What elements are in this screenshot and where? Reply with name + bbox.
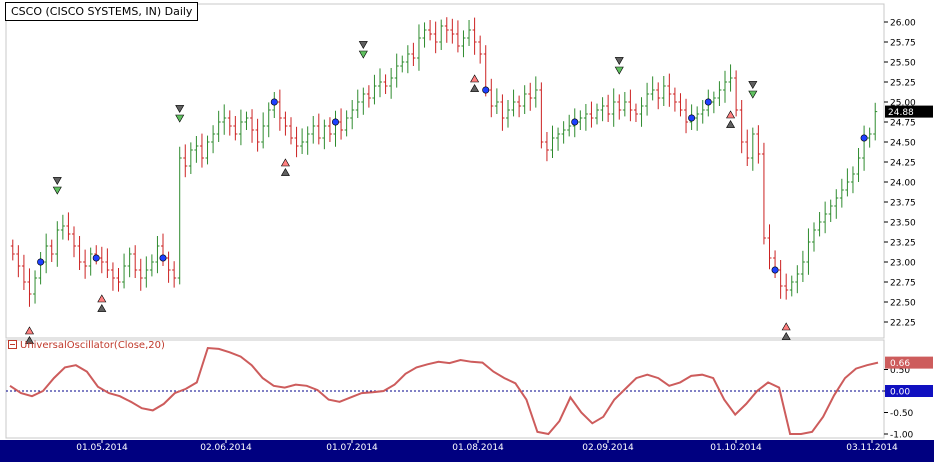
collapse-icon[interactable] (8, 339, 17, 349)
osc-tick-label: -0.50 (890, 409, 914, 419)
chart-title: CSCO (CISCO SYSTEMS, IN) Daily (5, 2, 199, 21)
signal-down-gray (358, 41, 368, 50)
oscillator-axis: 0.500.00-0.50-1.000.000.66 (884, 356, 933, 441)
date-tick-label: 02.09.2014 (582, 443, 634, 453)
signal-circle (704, 98, 712, 106)
signal-down-green (614, 66, 624, 75)
signal-circle (37, 258, 45, 266)
price-gridlines (5, 3, 885, 339)
signal-up-gray (24, 335, 34, 344)
oscillator-line (9, 346, 879, 436)
indicator-label-wrap[interactable]: UniversalOscillator(Close,20) (8, 339, 165, 351)
signal-down-gray (52, 177, 62, 186)
last-price-tag (885, 105, 933, 118)
zero-tag-label: 0.00 (890, 388, 910, 398)
signal-down-green (748, 90, 758, 99)
signal-up-red (97, 294, 107, 303)
signal-circle (771, 266, 779, 274)
oscillator-plot (9, 346, 879, 436)
last-price-label: 24.88 (888, 108, 914, 118)
price-tick-label: 24.25 (890, 159, 916, 169)
price-tick-label: 24.75 (890, 119, 916, 129)
signal-circle (688, 114, 696, 122)
signal-circle (482, 86, 490, 94)
osc-tick-label: -1.00 (890, 431, 914, 441)
signal-up-gray (781, 331, 791, 340)
price-tick-label: 23.25 (890, 239, 916, 249)
signal-down-green (175, 114, 185, 123)
price-tick-label: 23.75 (890, 199, 916, 209)
price-tick-label: 25.00 (890, 99, 916, 109)
price-tick-label: 22.75 (890, 279, 916, 289)
signal-up-red (470, 74, 480, 83)
date-tick-label: 01.05.2014 (76, 443, 128, 453)
signal-up-red (726, 110, 736, 119)
signal-circle (92, 254, 100, 262)
oscillator-pane (5, 339, 885, 439)
signal-up-red (280, 158, 290, 167)
signal-up-gray (726, 119, 736, 128)
oscillator-gridlines (5, 339, 885, 439)
signal-up-red (24, 326, 34, 335)
signal-down-green (52, 186, 62, 195)
price-tick-label: 23.50 (890, 219, 916, 229)
signal-up-gray (280, 167, 290, 176)
date-axis-bar (0, 440, 934, 462)
price-tick-label: 25.75 (890, 39, 916, 49)
signal-circle (860, 134, 868, 142)
signal-up-red (781, 322, 791, 331)
signal-circle (331, 118, 339, 126)
price-tick-label: 24.50 (890, 139, 916, 149)
osc-tick-label: 0.50 (890, 366, 910, 376)
price-tick-label: 23.00 (890, 259, 916, 269)
price-tick-label: 25.50 (890, 59, 916, 69)
signal-down-gray (175, 105, 185, 114)
price-bars (10, 17, 878, 307)
price-tick-label: 22.50 (890, 299, 916, 309)
signal-up-gray (97, 303, 107, 312)
signal-circle (270, 98, 278, 106)
signal-up-gray (470, 83, 480, 92)
signal-circle (159, 254, 167, 262)
price-pane (5, 3, 885, 339)
price-tick-label: 24.00 (890, 179, 916, 189)
date-tick-label: 03.11.2014 (846, 443, 898, 453)
price-tick-label: 25.25 (890, 79, 916, 89)
signal-down-green (358, 50, 368, 59)
price-tick-label: 26.00 (890, 19, 916, 29)
indicator-label: UniversalOscillator(Close,20) (20, 340, 165, 351)
zero-tag (885, 385, 933, 397)
date-tick-label: 01.08.2014 (452, 443, 504, 453)
price-axis: 26.00 25.75 25.50 25.25 25.00 24.75 24.50 24.25… (884, 19, 933, 329)
signal-down-gray (748, 81, 758, 90)
osc-last-tag (885, 356, 933, 369)
signal-down-gray (614, 57, 624, 66)
osc-last-label: 0.66 (890, 359, 910, 369)
price-tick-label: 22.25 (890, 319, 916, 329)
signal-markers (24, 41, 868, 344)
date-tick-label: 02.06.2014 (200, 443, 252, 453)
signal-circle (571, 118, 579, 126)
date-axis[interactable]: 01.05.2014 02.06.2014 01.07.2014 01.08.2014… (0, 440, 934, 462)
date-tick-label: 01.07.2014 (326, 443, 378, 453)
date-tick-label: 01.10.2014 (710, 443, 762, 453)
